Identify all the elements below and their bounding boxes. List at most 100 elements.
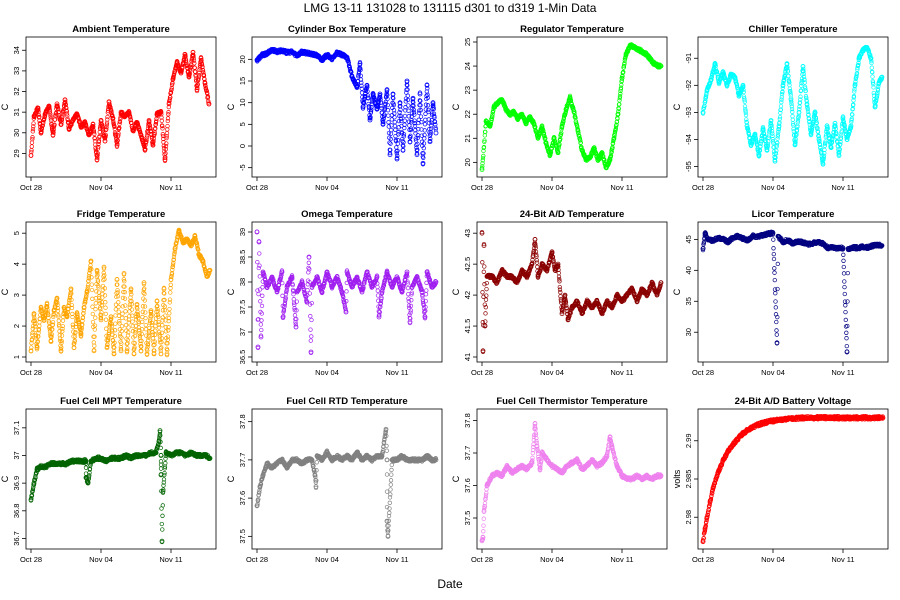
x-tick-label: Nov 04 bbox=[540, 183, 564, 192]
data-point bbox=[306, 260, 311, 265]
data-point bbox=[482, 138, 487, 143]
panel-7: 24-Bit A/D Temperature4141.54242.543COct… bbox=[451, 209, 668, 377]
data-point bbox=[411, 107, 416, 112]
data-point bbox=[51, 130, 56, 135]
data-point bbox=[304, 50, 310, 56]
data-point bbox=[422, 128, 427, 133]
data-point bbox=[407, 139, 413, 145]
data-point bbox=[107, 101, 112, 107]
data-point bbox=[119, 323, 125, 329]
data-point bbox=[189, 59, 194, 64]
data-point bbox=[48, 111, 53, 116]
data-point bbox=[169, 87, 174, 92]
data-point bbox=[206, 101, 212, 107]
data-point bbox=[36, 112, 41, 118]
data-point bbox=[64, 108, 69, 114]
data-point bbox=[426, 109, 431, 115]
data-point bbox=[152, 132, 157, 137]
data-point bbox=[151, 136, 156, 141]
y-tick-label: 20 bbox=[238, 55, 247, 63]
y-axis-label: C bbox=[451, 288, 461, 295]
x-tick-label: Oct 28 bbox=[20, 368, 42, 377]
data-point bbox=[428, 136, 433, 141]
data-series bbox=[28, 49, 212, 163]
data-point bbox=[417, 91, 423, 97]
data-point bbox=[144, 133, 150, 138]
data-point bbox=[98, 118, 104, 123]
data-point bbox=[289, 49, 295, 55]
data-point bbox=[113, 321, 118, 326]
data-point bbox=[130, 128, 136, 134]
data-point bbox=[90, 296, 95, 301]
data-point bbox=[122, 113, 128, 119]
data-point bbox=[368, 114, 373, 120]
data-point bbox=[116, 304, 121, 310]
data-point bbox=[387, 140, 392, 145]
data-point bbox=[359, 86, 364, 91]
x-tick-label: Nov 04 bbox=[540, 368, 564, 377]
data-point bbox=[416, 120, 421, 126]
data-point bbox=[370, 91, 376, 97]
data-point bbox=[46, 103, 52, 109]
data-point bbox=[483, 129, 488, 135]
data-point bbox=[404, 78, 410, 84]
data-point bbox=[144, 135, 149, 140]
data-point bbox=[344, 289, 349, 294]
data-point bbox=[108, 105, 113, 110]
data-point bbox=[490, 114, 495, 120]
data-point bbox=[309, 334, 314, 339]
data-point bbox=[29, 140, 35, 145]
data-point bbox=[158, 109, 164, 115]
data-point bbox=[259, 52, 265, 58]
data-point bbox=[483, 319, 488, 324]
data-point bbox=[411, 110, 417, 115]
data-point bbox=[389, 117, 394, 122]
data-point bbox=[140, 309, 145, 314]
data-point bbox=[415, 147, 420, 152]
data-point bbox=[31, 124, 36, 129]
data-point bbox=[258, 322, 263, 327]
data-point bbox=[162, 155, 167, 160]
x-tick-label: Nov 11 bbox=[159, 183, 182, 192]
data-point bbox=[166, 104, 171, 110]
data-point bbox=[385, 92, 390, 98]
data-point bbox=[421, 151, 426, 156]
data-point bbox=[90, 319, 96, 325]
x-tick-label: Oct 28 bbox=[246, 368, 268, 377]
x-tick-label: Oct 28 bbox=[692, 183, 714, 192]
data-point bbox=[59, 333, 65, 338]
data-point bbox=[385, 96, 390, 102]
data-point bbox=[116, 309, 121, 314]
data-point bbox=[394, 151, 399, 156]
data-point bbox=[114, 142, 120, 148]
data-point bbox=[104, 127, 109, 132]
y-tick-label: 30 bbox=[12, 129, 21, 137]
data-point bbox=[381, 115, 386, 120]
data-point bbox=[160, 323, 165, 328]
data-point bbox=[30, 136, 35, 142]
y-tick-label: 3 bbox=[12, 293, 21, 297]
data-point bbox=[85, 282, 91, 288]
data-point bbox=[88, 263, 93, 268]
data-point bbox=[480, 158, 485, 163]
x-tick-label: Nov 11 bbox=[159, 368, 182, 377]
data-point bbox=[413, 136, 418, 141]
data-point bbox=[203, 83, 208, 89]
data-point bbox=[558, 132, 564, 137]
data-point bbox=[56, 318, 61, 323]
data-point bbox=[50, 132, 56, 138]
data-point bbox=[194, 87, 200, 92]
data-point bbox=[375, 284, 380, 290]
data-point bbox=[425, 103, 431, 108]
data-point bbox=[299, 49, 305, 55]
data-point bbox=[375, 288, 380, 293]
data-point bbox=[388, 147, 393, 153]
data-point bbox=[256, 291, 261, 297]
data-point bbox=[31, 113, 37, 119]
data-point bbox=[163, 151, 168, 156]
data-point bbox=[542, 133, 547, 139]
panel-title: Regulator Temperature bbox=[520, 24, 624, 35]
